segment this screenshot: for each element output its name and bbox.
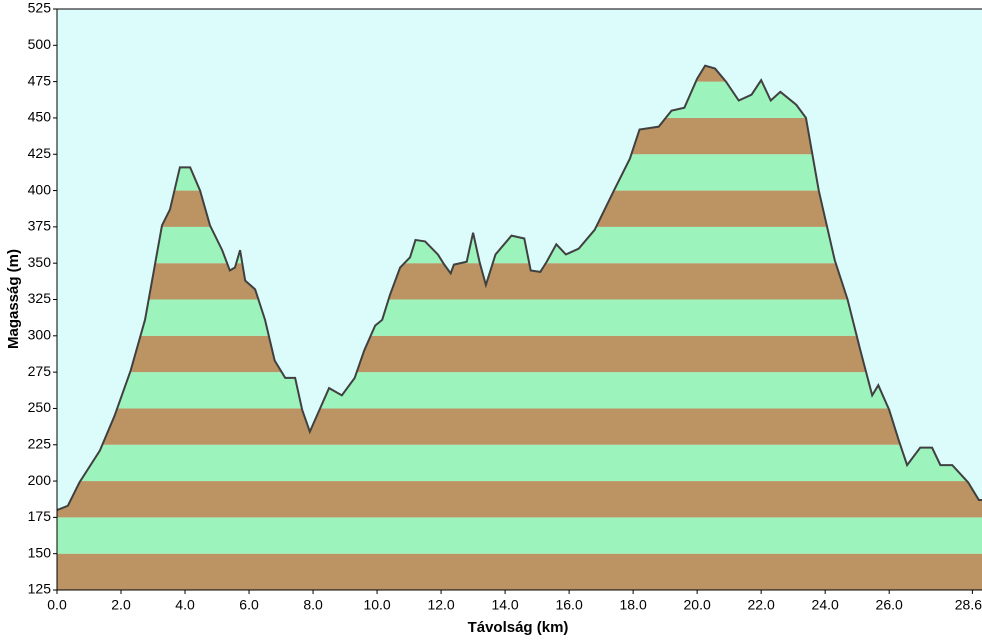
x-tick-label: 10.0 — [363, 597, 390, 613]
y-tick-label: 350 — [28, 254, 52, 270]
x-axis-title: Távolság (km) — [468, 619, 569, 636]
y-tick-label: 475 — [28, 72, 52, 88]
x-tick-label: 22.0 — [748, 597, 775, 613]
y-axis-title: Magasság (m) — [5, 249, 22, 349]
band — [57, 299, 982, 336]
x-tick-label: 18.0 — [619, 597, 646, 613]
band — [57, 444, 982, 482]
y-tick-label: 125 — [28, 581, 52, 597]
y-tick-label: 175 — [28, 508, 52, 524]
y-tick-label: 325 — [28, 290, 52, 306]
x-tick-label: 26.0 — [876, 597, 903, 613]
x-tick-label: 12.0 — [427, 597, 454, 613]
band — [57, 335, 982, 373]
band — [57, 481, 982, 518]
y-tick-label: 225 — [28, 435, 52, 451]
x-tick-label: 16.0 — [555, 597, 582, 613]
x-tick-label: 8.0 — [303, 597, 323, 613]
x-tick-label: 24.0 — [812, 597, 839, 613]
y-tick-label: 275 — [28, 363, 52, 379]
band — [57, 408, 982, 445]
x-tick-label: 4.0 — [175, 597, 195, 613]
y-tick-label: 300 — [28, 327, 52, 343]
x-tick-label: 2.0 — [111, 597, 131, 613]
y-tick-label: 150 — [28, 544, 52, 560]
x-tick-label: 28.6 — [955, 597, 982, 613]
y-tick-label: 450 — [28, 109, 52, 125]
y-tick-label: 500 — [28, 36, 52, 52]
band — [57, 517, 982, 554]
y-tick-label: 375 — [28, 218, 52, 234]
x-tick-label: 14.0 — [491, 597, 518, 613]
x-tick-label: 6.0 — [239, 597, 259, 613]
band — [57, 263, 982, 300]
band — [57, 553, 982, 590]
elevation-line — [56, 64, 982, 512]
y-tick-label: 400 — [28, 181, 52, 197]
y-tick-label: 525 — [28, 0, 52, 16]
x-tick-label: 20.0 — [684, 597, 711, 613]
y-tick-label: 200 — [28, 472, 52, 488]
y-tick-label: 250 — [28, 399, 52, 415]
band — [57, 372, 982, 409]
y-tick-label: 425 — [28, 145, 52, 161]
x-tick-label: 0.0 — [47, 597, 67, 613]
